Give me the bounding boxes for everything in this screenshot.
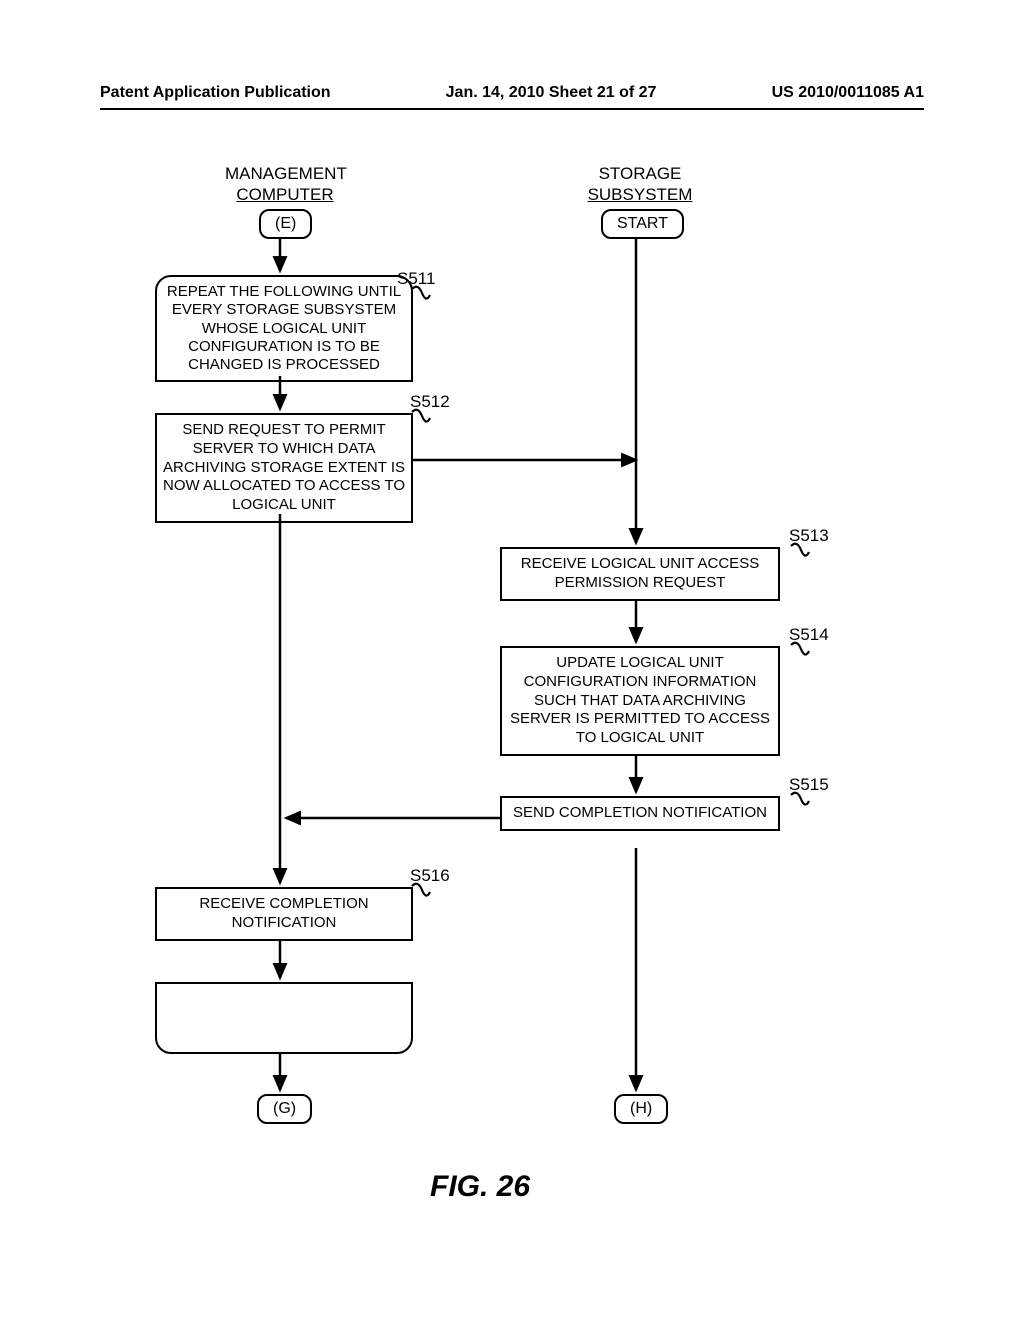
connectors <box>0 0 1024 1320</box>
